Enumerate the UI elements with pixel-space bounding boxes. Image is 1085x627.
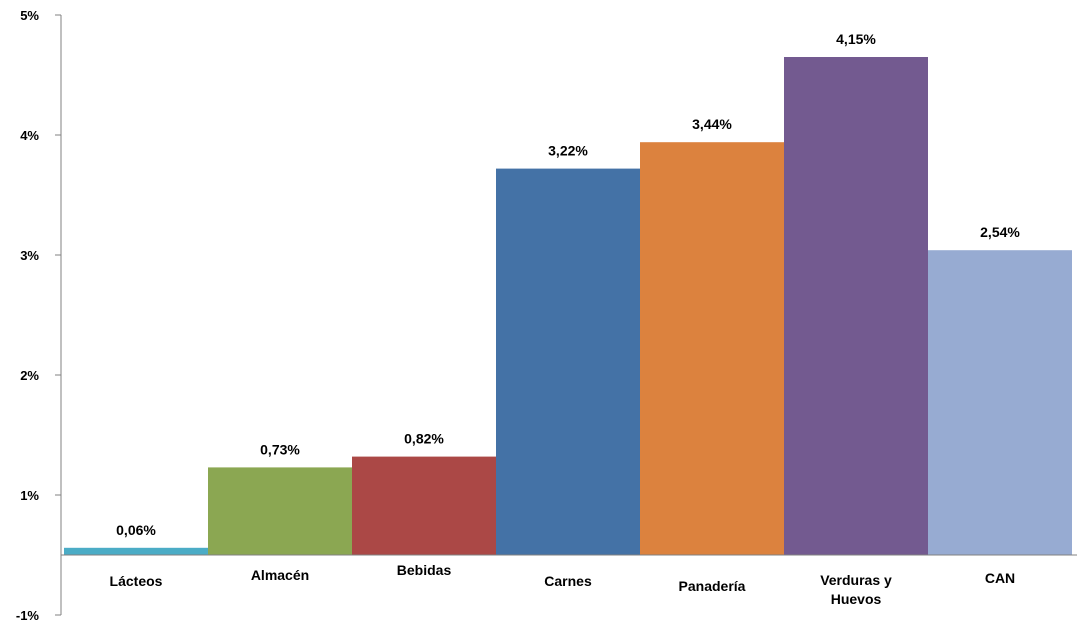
x-category-label-line: Panadería — [679, 578, 746, 594]
bar-3 — [352, 456, 496, 555]
x-category-label: CAN — [985, 570, 1015, 586]
bars — [64, 57, 1072, 555]
x-category-label: Almacén — [251, 567, 309, 583]
data-label: 0,73% — [260, 441, 300, 457]
data-label: 3,22% — [548, 143, 588, 159]
bar-4 — [496, 168, 640, 555]
x-category-label-line: Verduras y — [820, 572, 892, 588]
data-label: 0,06% — [116, 522, 156, 538]
y-tick-label: 1% — [20, 488, 39, 503]
y-tick-label: 4% — [20, 128, 39, 143]
bar-6 — [784, 57, 928, 555]
data-label: 2,54% — [980, 224, 1020, 240]
x-category-label-line: CAN — [985, 570, 1015, 586]
bar-2 — [208, 467, 352, 555]
y-tick-label: -1% — [16, 608, 40, 623]
x-category-label-line: Almacén — [251, 567, 309, 583]
x-axis: Lácteos Almacén Bebidas Carnes Panadería Verd… — [61, 554, 1077, 607]
x-category-label-line: Huevos — [831, 591, 882, 607]
data-label: 0,82% — [404, 431, 444, 447]
bar-1 — [64, 547, 208, 555]
y-tick-label: 5% — [20, 8, 39, 23]
y-tick-label: 2% — [20, 368, 39, 383]
y-tick-label: 3% — [20, 248, 39, 263]
x-category-label: Panadería — [679, 578, 746, 594]
y-axis: -1% 1% 2% 3% 4% 5% — [16, 8, 62, 623]
x-category-label-line: Carnes — [544, 573, 592, 589]
bar-5 — [640, 142, 784, 555]
x-category-label: Carnes — [544, 573, 592, 589]
x-category-label: Verduras y Huevos — [820, 572, 892, 607]
bar-7 — [928, 250, 1072, 555]
x-category-label: Lácteos — [110, 573, 163, 589]
data-label: 3,44% — [692, 116, 732, 132]
data-labels: 0,06% 0,73% 0,82% 3,22% 3,44% 4,15% 2,54% — [116, 31, 1020, 538]
x-category-label-line: Bebidas — [397, 562, 452, 578]
x-category-label: Bebidas — [397, 562, 452, 578]
data-label: 4,15% — [836, 31, 876, 47]
x-category-label-line: Lácteos — [110, 573, 163, 589]
